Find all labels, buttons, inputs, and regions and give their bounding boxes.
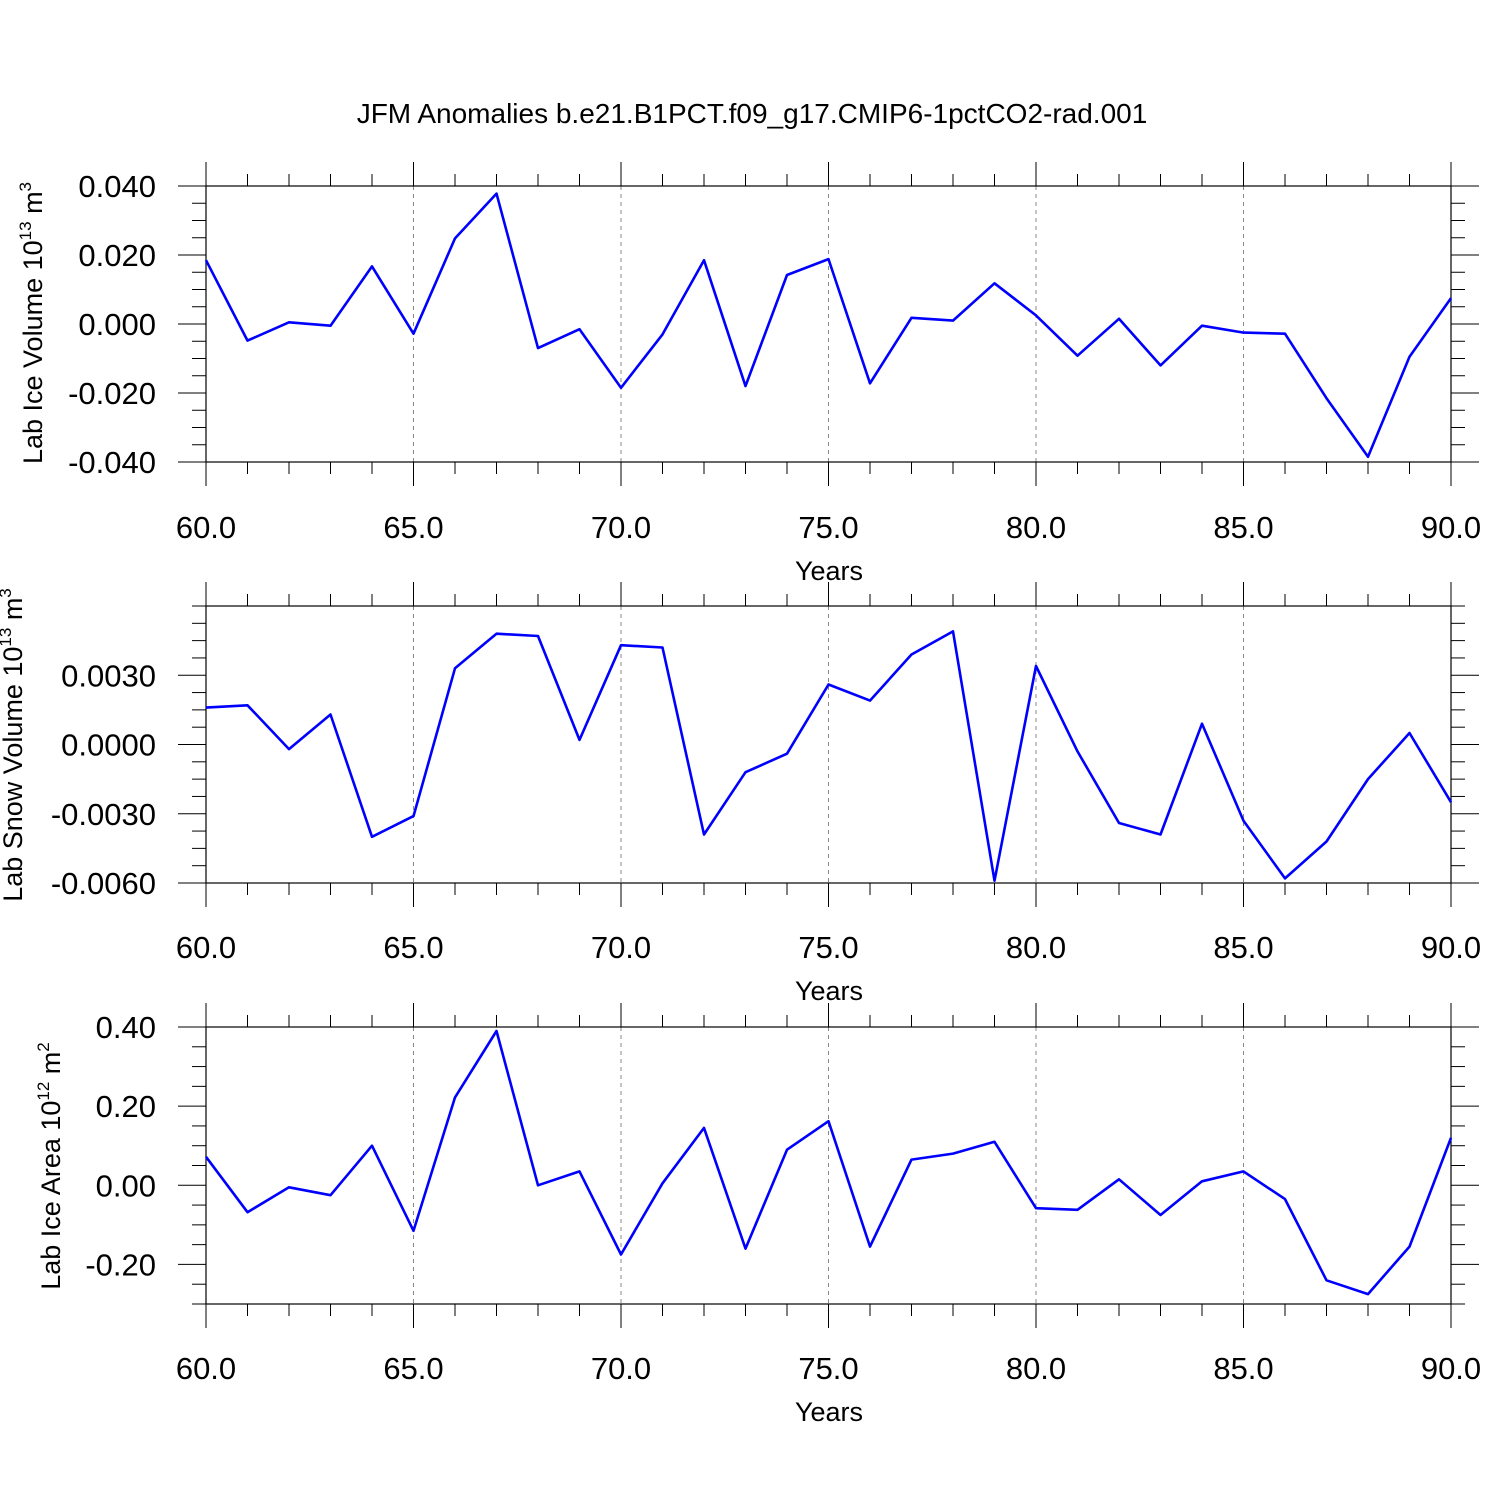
x-axis-label: Years — [795, 976, 863, 1006]
y-tick-label: 0.40 — [96, 1010, 156, 1045]
y-axis-label-unit-exponent: 3 — [0, 588, 15, 597]
x-tick-label: 80.0 — [1006, 1351, 1066, 1386]
x-tick-label: 75.0 — [798, 930, 858, 965]
y-tick-label: 0.00 — [96, 1168, 156, 1203]
y-axis-label-unit-exponent: 3 — [16, 182, 35, 191]
x-tick-label: 90.0 — [1421, 510, 1481, 545]
series-line — [204, 192, 1453, 459]
y-tick-label: 0.020 — [78, 238, 156, 273]
y-axis-label-unit: m — [0, 598, 28, 628]
x-axis-label: Years — [795, 1397, 863, 1427]
x-tick-label: 75.0 — [798, 1351, 858, 1386]
x-tick-label: 70.0 — [591, 1351, 651, 1386]
y-tick-label: 0.000 — [78, 307, 156, 342]
x-tick-label: 60.0 — [176, 510, 236, 545]
x-tick-label: 70.0 — [591, 510, 651, 545]
y-tick-label: -0.040 — [68, 445, 156, 480]
y-axis-label-text: Lab Ice Volume 10 — [18, 240, 48, 464]
y-tick-label: -0.0030 — [51, 797, 156, 832]
x-tick-label: 85.0 — [1213, 930, 1273, 965]
y-axis-label-unit: m — [18, 191, 48, 221]
x-axis-label: Years — [795, 556, 863, 586]
x-tick-label: 90.0 — [1421, 1351, 1481, 1386]
y-axis-label-unit-exponent: 2 — [34, 1042, 53, 1051]
x-tick-label: 80.0 — [1006, 930, 1066, 965]
x-tick-label: 65.0 — [383, 1351, 443, 1386]
y-axis-label-text: Lab Snow Volume 10 — [0, 647, 28, 902]
x-tick-label: 85.0 — [1213, 1351, 1273, 1386]
y-tick-label: 0.0000 — [61, 728, 156, 763]
x-tick-label: 80.0 — [1006, 510, 1066, 545]
y-axis-label: Lab Ice Volume 1013 m3 — [16, 182, 48, 464]
y-tick-label: -0.020 — [68, 376, 156, 411]
y-tick-label: -0.20 — [85, 1247, 156, 1282]
x-tick-label: 65.0 — [383, 930, 443, 965]
x-tick-label: 60.0 — [176, 1351, 236, 1386]
panel-1: -0.040 -0.020 0.000 0.020 0.040 60.0 65.0 70.0 7… — [16, 162, 1481, 586]
y-axis-label-exponent: 13 — [16, 221, 35, 240]
x-tick-label: 85.0 — [1213, 510, 1273, 545]
series-line — [204, 1029, 1453, 1296]
y-axis-label-unit: m — [36, 1052, 66, 1082]
y-axis-label-exponent: 13 — [0, 628, 15, 647]
chart-title: JFM Anomalies b.e21.B1PCT.f09_g17.CMIP6-… — [357, 98, 1148, 129]
y-axis-label-text: Lab Ice Area 10 — [36, 1101, 66, 1290]
y-axis-label: Lab Ice Area 1012 m2 — [34, 1042, 66, 1290]
x-tick-label: 65.0 — [383, 510, 443, 545]
chart-panels: -0.040 -0.020 0.000 0.020 0.040 60.0 65.0 70.0 7… — [0, 162, 1481, 1427]
x-tick-label: 75.0 — [798, 510, 858, 545]
panel-2: -0.0060 -0.0030 0.0000 0.0030 60.0 65.0 70.0 75… — [0, 582, 1481, 1006]
y-tick-label: -0.0060 — [51, 866, 156, 901]
y-axis-label-exponent: 12 — [34, 1082, 53, 1101]
y-tick-label: 0.040 — [78, 169, 156, 204]
panel-3: -0.20 0.00 0.20 0.40 60.0 65.0 70.0 75.0 80.0 85.… — [34, 1003, 1481, 1427]
y-tick-label: 0.0030 — [61, 658, 156, 693]
series-line — [205, 630, 1453, 883]
x-tick-label: 60.0 — [176, 930, 236, 965]
y-tick-label: 0.20 — [96, 1089, 156, 1124]
y-axis-label: Lab Snow Volume 1013 m3 — [0, 588, 28, 902]
x-tick-label: 90.0 — [1421, 930, 1481, 965]
x-tick-label: 70.0 — [591, 930, 651, 965]
